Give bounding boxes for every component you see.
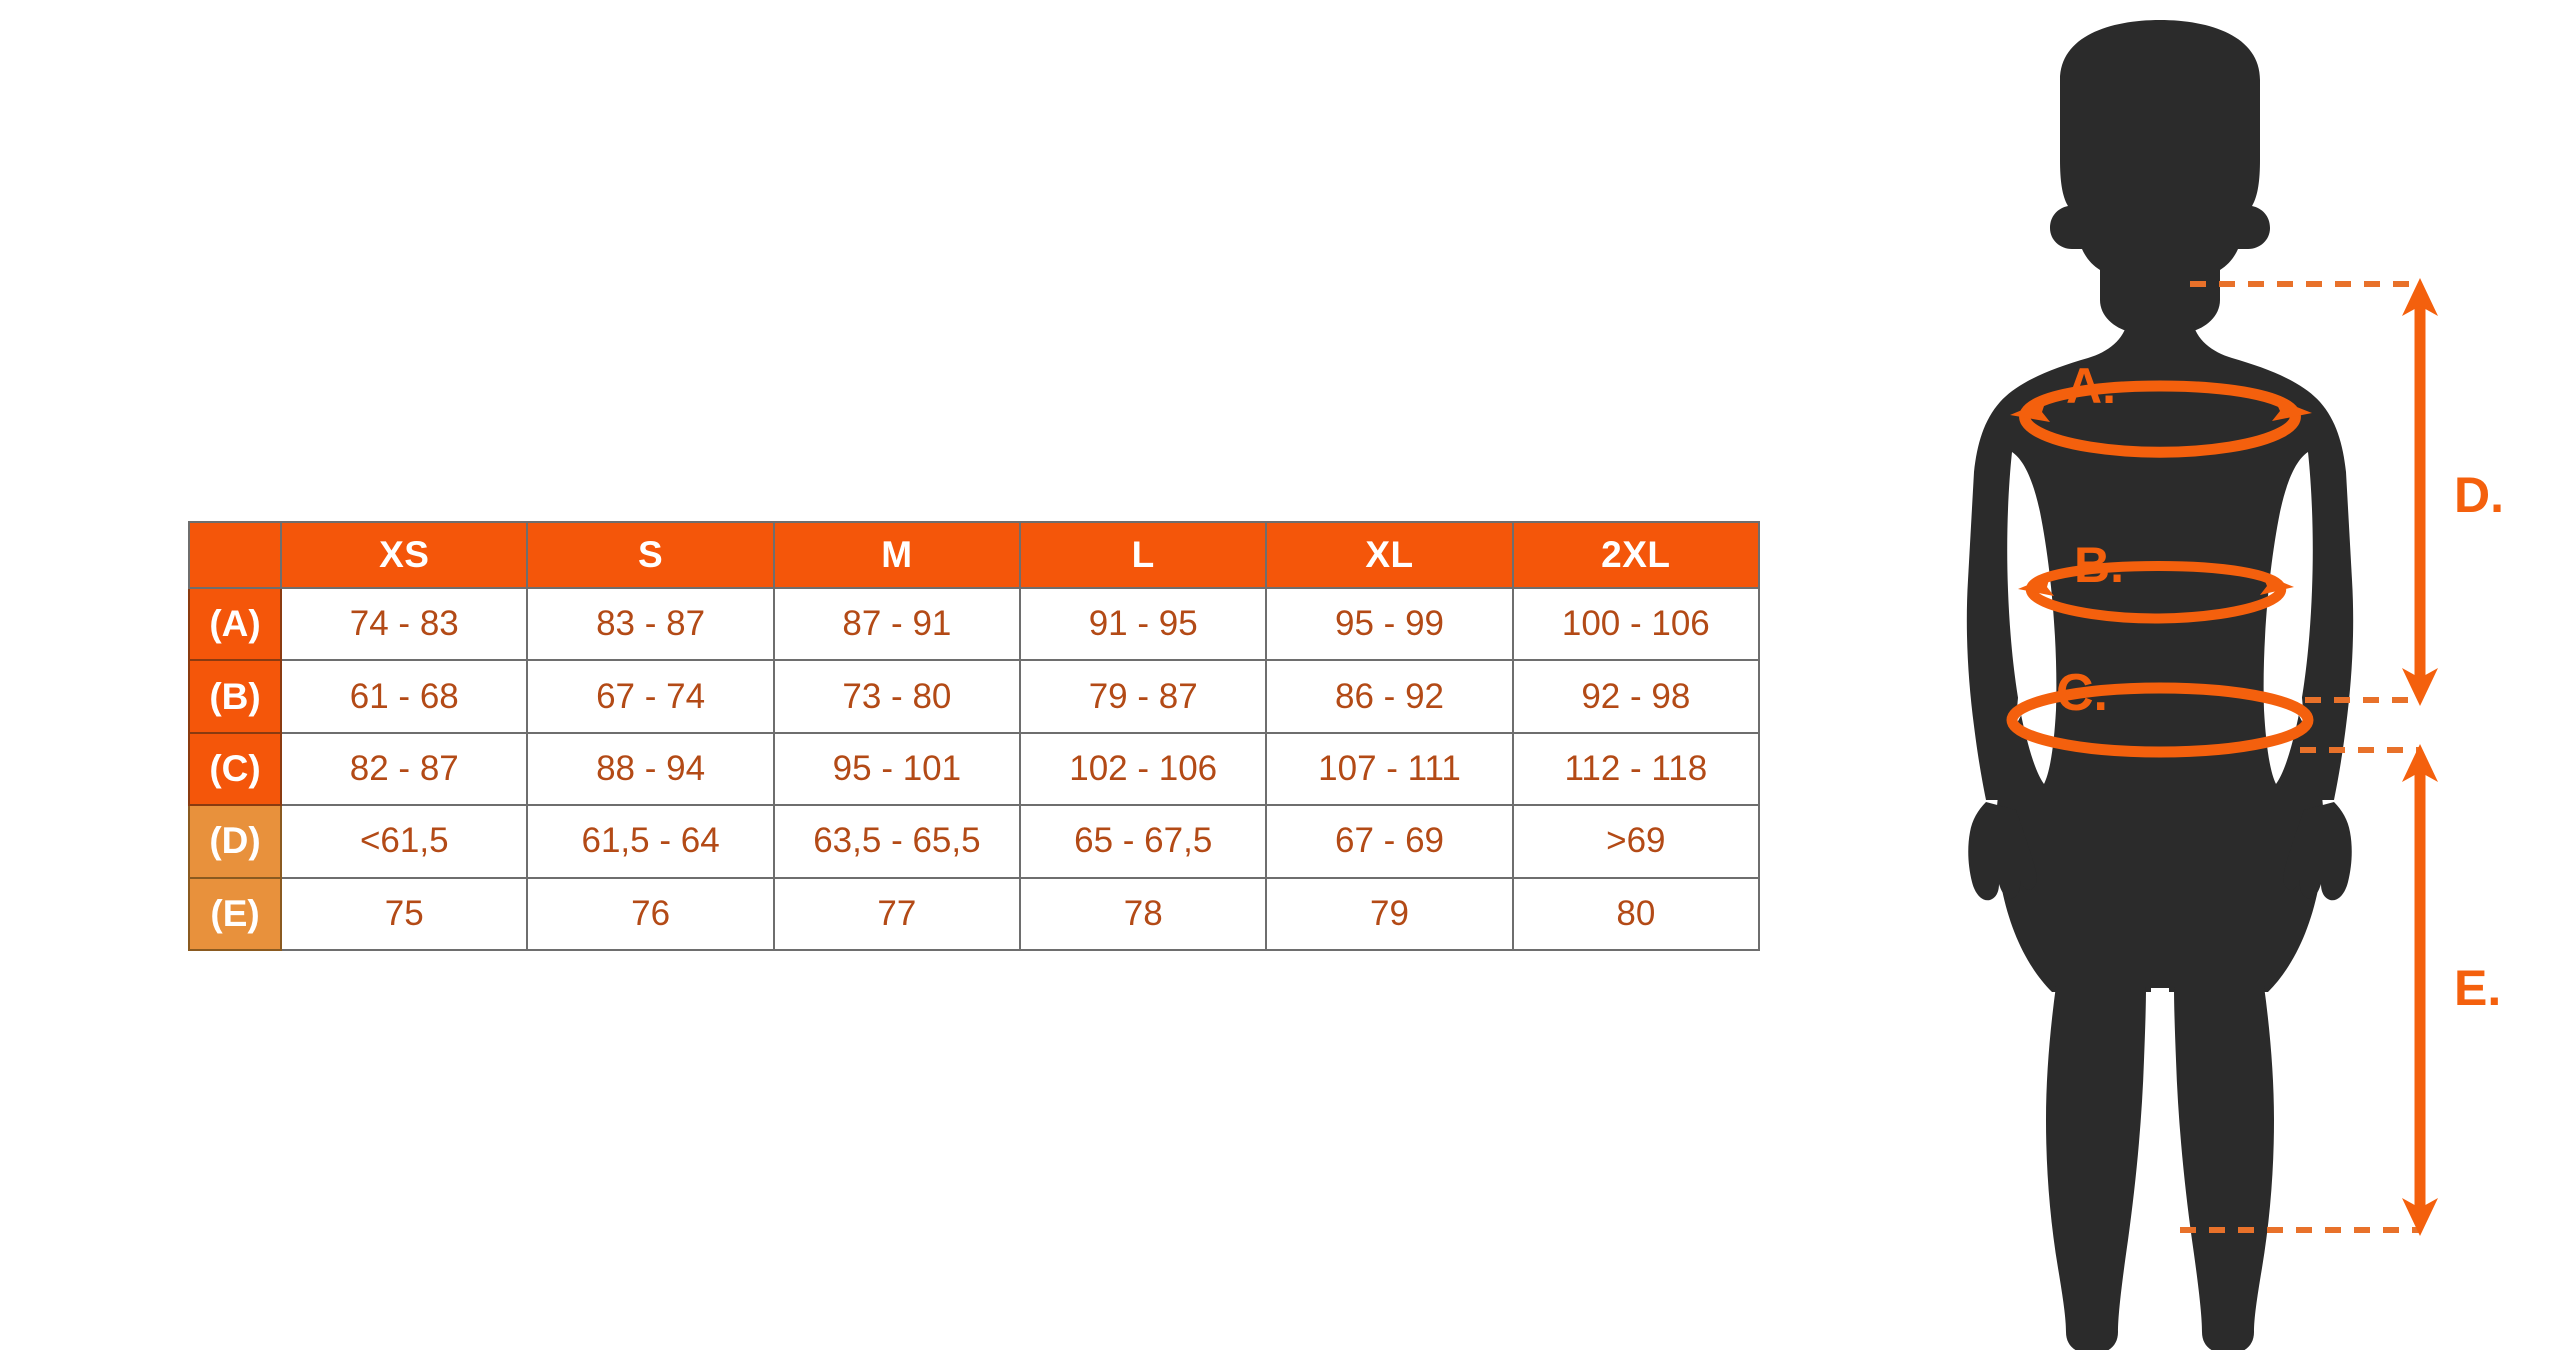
cell-b-2xl: 92 - 98	[1511, 659, 1761, 734]
cell-c-xl: 107 - 111	[1265, 731, 1514, 807]
table-row: (D) <61,5 61,5 - 64 63,5 - 65,5 65 - 67,…	[187, 804, 1761, 879]
cell-d-xs: <61,5	[280, 804, 529, 879]
row-label-b: (B)	[187, 659, 283, 734]
cell-c-l: 102 - 106	[1019, 731, 1268, 807]
size-chart-table: XS S M L XL 2XL (A) 74 - 83 83 - 87 87 -…	[187, 521, 1761, 952]
cell-e-m: 77	[772, 876, 1022, 952]
cell-b-s: 67 - 74	[526, 659, 775, 734]
d-guide-lines	[2190, 281, 2420, 703]
cell-a-2xl: 100 - 106	[1511, 586, 1761, 662]
bust-measure-ring-icon	[2019, 380, 2301, 458]
waist-measure-ring-icon	[2026, 560, 2286, 624]
cell-c-m: 95 - 101	[772, 731, 1022, 807]
cell-d-2xl: >69	[1511, 804, 1761, 879]
cell-b-m: 73 - 80	[772, 659, 1022, 734]
table-row: (C) 82 - 87 88 - 94 95 - 101 102 - 106 1…	[187, 731, 1761, 807]
size-chart-table-container: XS S M L XL 2XL (A) 74 - 83 83 - 87 87 -…	[187, 521, 1761, 952]
table-row: (B) 61 - 68 67 - 74 73 - 80 79 - 87 86 -…	[187, 659, 1761, 734]
table-corner-cell	[187, 521, 283, 589]
female-body-silhouette-icon	[1966, 20, 2354, 1350]
e-guide-lines	[2180, 747, 2420, 1233]
cell-e-2xl: 80	[1511, 876, 1761, 952]
measurement-label-c: C.	[2056, 664, 2108, 722]
table-row: (A) 74 - 83 83 - 87 87 - 91 91 - 95 95 -…	[187, 586, 1761, 662]
column-header-l: L	[1019, 521, 1268, 589]
cell-c-2xl: 112 - 118	[1511, 731, 1761, 807]
cell-a-l: 91 - 95	[1019, 586, 1268, 662]
cell-e-xs: 75	[280, 876, 529, 952]
cell-e-s: 76	[526, 876, 775, 952]
bust-ring-arrow-head-left	[2010, 400, 2050, 422]
cell-a-xl: 95 - 99	[1265, 586, 1514, 662]
cell-c-s: 88 - 94	[526, 731, 775, 807]
cell-d-m: 63,5 - 65,5	[772, 804, 1022, 879]
table-header-row: XS S M L XL 2XL	[187, 521, 1761, 589]
measurement-label-e: E.	[2454, 960, 2501, 1016]
cell-c-xs: 82 - 87	[280, 731, 529, 807]
cell-b-l: 79 - 87	[1019, 659, 1268, 734]
column-header-m: M	[772, 521, 1022, 589]
cell-e-l: 78	[1019, 876, 1268, 952]
row-label-c: (C)	[187, 731, 283, 807]
torso-length-arrow-icon	[2402, 278, 2438, 706]
cell-d-xl: 67 - 69	[1265, 804, 1514, 879]
measurement-label-b: B.	[2074, 537, 2124, 593]
column-header-xs: XS	[280, 521, 529, 589]
waist-ring-arrow-head-left	[2018, 576, 2054, 596]
row-label-e: (E)	[187, 876, 283, 952]
cell-d-s: 61,5 - 64	[526, 804, 775, 879]
cell-d-l: 65 - 67,5	[1019, 804, 1268, 879]
measurement-label-a: A.	[2066, 358, 2116, 414]
cell-a-m: 87 - 91	[772, 586, 1022, 662]
waist-ring-arrow-head-right	[2260, 574, 2294, 595]
measurement-label-d: D.	[2454, 467, 2504, 523]
cell-b-xs: 61 - 68	[280, 659, 529, 734]
hip-measure-ring-icon	[2006, 682, 2314, 758]
table-row: (E) 75 76 77 78 79 80	[187, 876, 1761, 952]
bust-ring-arrow-head-right	[2272, 398, 2312, 421]
row-label-d: (D)	[187, 804, 283, 879]
inseam-length-arrow-icon	[2402, 744, 2438, 1236]
cell-b-xl: 86 - 92	[1265, 659, 1514, 734]
row-label-a: (A)	[187, 586, 283, 662]
column-header-2xl: 2XL	[1511, 521, 1761, 589]
cell-e-xl: 79	[1265, 876, 1514, 952]
cell-a-xs: 74 - 83	[280, 586, 529, 662]
measurement-diagram: A. B. C. D.	[1860, 20, 2560, 1350]
cell-a-s: 83 - 87	[526, 586, 775, 662]
column-header-s: S	[526, 521, 775, 589]
column-header-xl: XL	[1265, 521, 1514, 589]
